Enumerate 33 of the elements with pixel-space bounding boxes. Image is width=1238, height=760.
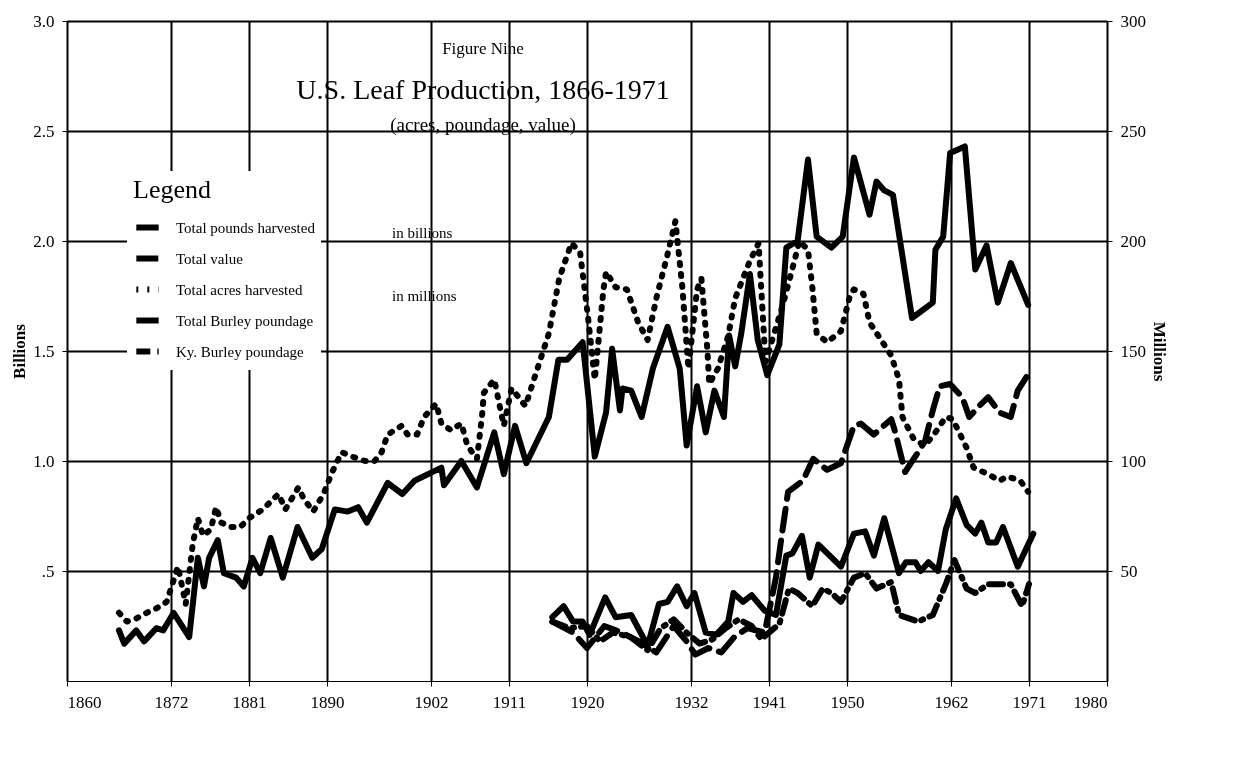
x-tick-label: 1980 [1073,692,1108,712]
y2-tick-label: 150 [1120,341,1146,361]
y-tick-label: .5 [41,561,55,581]
x-tick-label: 1890 [310,692,345,712]
y2-tick-label: 200 [1120,231,1146,251]
legend-label: Total value [176,250,244,267]
y2-tick-label: 250 [1120,121,1146,141]
y2-axis-title: Millions [1150,321,1169,382]
x-tick-label: 1911 [492,692,527,712]
y2-tick-label: 50 [1120,561,1138,581]
x-tick-label: 1920 [570,692,605,712]
legend-label: Ky. Burley poundage [176,343,305,360]
x-tick-label: 1860 [67,692,102,712]
x-tick-label: 1941 [752,692,787,712]
x-tick-label: 1962 [934,692,969,712]
x-tick-label: 1971 [1012,692,1047,712]
y-tick-label: 2.0 [33,231,55,251]
legend-title: Legend [133,175,211,204]
y-tick-label: 1.0 [33,451,55,471]
y-tick-label: 3.0 [33,11,55,31]
y-axis-title: Billions [10,323,30,379]
x-tick-label: 1881 [232,692,267,712]
x-tick-label: 1902 [414,692,449,712]
legend-label: Total acres harvested [176,281,303,298]
y-tick-label: 2.5 [33,121,55,141]
x-tick-label: 1872 [154,692,189,712]
legend-label: Total pounds harvested [176,219,316,236]
y-tick-label: 1.5 [33,341,55,361]
x-tick-label: 1932 [674,692,709,712]
x-tick-label: 1950 [830,692,865,712]
y2-tick-label: 300 [1120,11,1146,31]
legend-label: Total Burley poundage [176,312,314,329]
y2-tick-label: 100 [1120,451,1146,471]
